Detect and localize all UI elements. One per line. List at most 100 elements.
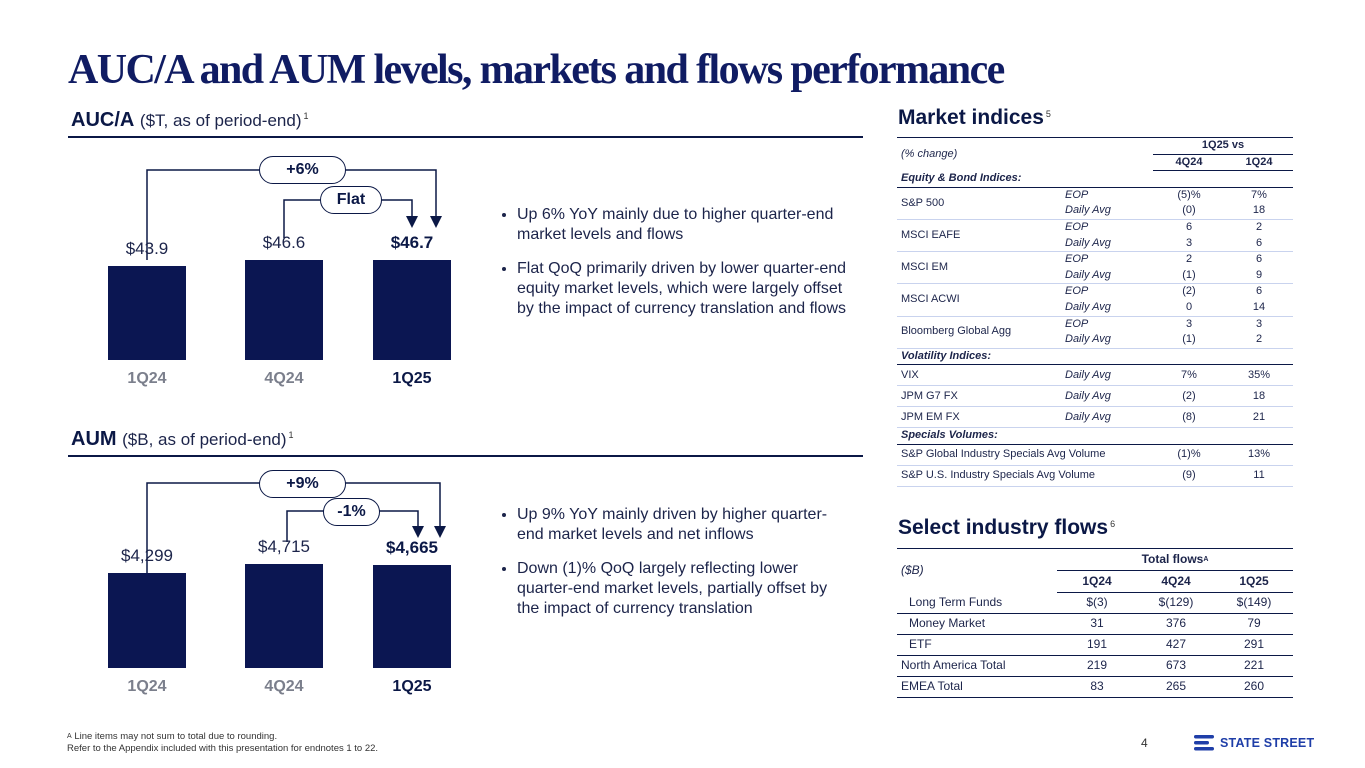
market-measure: Daily Avg: [1065, 389, 1111, 402]
market-value-vs-1q24: 11: [1253, 469, 1265, 482]
auca-bullets: Up 6% YoY mainly due to higher quarter-e…: [497, 205, 847, 333]
auca-endnote: 1: [303, 111, 309, 121]
market-measure: Daily Avg: [1065, 204, 1111, 217]
aum-bullet-1: Up 9% YoY mainly driven by higher quarte…: [517, 505, 847, 545]
market-row: S&P 500 EOP (5)% 7%: [897, 187, 1293, 209]
market-value-vs-1q24: 6: [1255, 253, 1263, 266]
auca-rule: [68, 136, 863, 138]
market-measure: EOP: [1065, 285, 1089, 298]
market-row: Bloomberg Global Agg EOP 3 3: [897, 316, 1293, 338]
market-value-vs-1q24: 21: [1252, 410, 1266, 423]
market-measure: Daily Avg: [1065, 333, 1111, 346]
aum-value-4q24: $4,715: [258, 537, 310, 556]
flows-heading-label: Select industry flows: [898, 516, 1109, 539]
flows-value-1q24: 219: [1086, 658, 1108, 673]
state-street-mark-icon: [1194, 735, 1214, 751]
auca-bar-4q24: [245, 260, 323, 360]
auca-unit: ($T, as of period-end): [139, 111, 302, 130]
aum-unit: ($B, as of period-end): [122, 430, 287, 449]
market-header-row: (% change) 1Q25 vs: [897, 137, 1293, 160]
market-col-2: 1Q24: [1225, 153, 1293, 172]
auca-xlabel-4q24: 4Q24: [264, 370, 304, 387]
auca-connectors: [146, 169, 442, 260]
market-index-name: MSCI EM: [901, 260, 949, 273]
flows-endnote: 6: [1110, 519, 1116, 529]
aum-qoq-pill: -1%: [323, 498, 380, 526]
auca-value-1q25: $46.7: [390, 233, 434, 252]
market-measure: EOP: [1065, 317, 1089, 330]
market-value-vs-1q24: 6: [1255, 236, 1263, 249]
market-value-vs-1q24: 9: [1255, 268, 1263, 281]
market-value-vs-4q24: 3: [1185, 236, 1193, 249]
market-value-vs-1q24: 2: [1255, 333, 1263, 346]
flows-row-label: Long Term Funds: [909, 594, 1003, 609]
market-value-vs-4q24: 6: [1185, 220, 1193, 233]
flows-row-label: Money Market: [909, 616, 986, 631]
market-value-vs-4q24: (9): [1182, 469, 1196, 482]
flows-value-1q25: 291: [1243, 637, 1265, 652]
aum-yoy-pill: +9%: [259, 470, 346, 498]
market-measure: Daily Avg: [1065, 368, 1111, 381]
industry-flows-table: ($B) Total flowsA 1Q24 4Q24 1Q25 Long Term Fu…: [897, 548, 1293, 698]
flows-value-1q25: 79: [1247, 616, 1261, 631]
market-value-vs-1q24: 2: [1255, 220, 1263, 233]
flows-value-4q24: 376: [1165, 616, 1187, 631]
footnote-rounding-text: Line items may not sum to total due to r…: [74, 731, 278, 742]
flows-row: ETF 191 427 291: [897, 635, 1293, 656]
market-value-vs-4q24: 0: [1185, 300, 1193, 313]
market-section-label: Specials Volumes:: [897, 427, 1293, 445]
market-index-name: S&P Global Industry Specials Avg Volume: [901, 448, 1106, 461]
market-index-name: S&P U.S. Industry Specials Avg Volume: [901, 469, 1096, 482]
market-row: S&P U.S. Industry Specials Avg Volume (9)…: [897, 465, 1293, 487]
market-measure: EOP: [1065, 188, 1089, 201]
flows-row-label: ETF: [909, 637, 932, 652]
market-row: MSCI ACWI EOP (2) 6: [897, 284, 1293, 305]
market-value-vs-1q24: 3: [1255, 317, 1263, 330]
page-number: 4: [1141, 736, 1148, 750]
market-subheader-row: 4Q24 1Q24: [897, 153, 1293, 172]
market-value-vs-4q24: (1): [1182, 268, 1196, 281]
market-value-vs-4q24: (5)%: [1177, 188, 1201, 201]
auca-bar-1q24: [108, 265, 186, 360]
market-measure: Daily Avg: [1065, 236, 1111, 249]
flows-value-4q24: 427: [1165, 637, 1187, 652]
flows-value-1q24: 31: [1090, 616, 1104, 631]
market-group-header: 1Q25 vs: [1201, 139, 1245, 151]
market-measure: EOP: [1065, 220, 1089, 233]
aum-rule: [68, 455, 863, 457]
aum-value-1q25: $4,665: [386, 538, 438, 558]
flows-col-4q24: 4Q24: [1137, 570, 1215, 593]
market-value-vs-4q24: (0): [1182, 204, 1196, 217]
market-row: Daily Avg (1) 2: [897, 332, 1293, 349]
auca-bar-1q25: [373, 260, 451, 360]
market-value-vs-4q24: (1): [1182, 333, 1196, 346]
market-value-vs-1q24: 18: [1252, 204, 1266, 217]
market-indices-table: (% change) 1Q25 vs 4Q24 1Q24 Equity & Bond I…: [897, 137, 1293, 487]
flows-value-1q24: 83: [1090, 679, 1104, 694]
flows-row: Money Market 31 376 79: [897, 614, 1293, 635]
market-value-vs-4q24: (8): [1182, 410, 1196, 423]
market-value-vs-4q24: 3: [1185, 317, 1193, 330]
market-row: MSCI EAFE EOP 6 2: [897, 219, 1293, 241]
auca-xlabel-1q24: 1Q24: [127, 370, 167, 387]
flows-group-header-text: Total flows: [1141, 551, 1204, 566]
auca-heading-label: AUC/A: [71, 109, 135, 131]
flows-value-4q24: 265: [1165, 679, 1187, 694]
market-index-name: MSCI ACWI: [901, 293, 960, 306]
flows-group-header: Total flowsA: [1057, 548, 1293, 571]
market-value-vs-1q24: 6: [1255, 285, 1263, 298]
footnote-appendix: Refer to the Appendix included with this…: [67, 743, 379, 754]
state-street-logo: STATE STREET: [1194, 734, 1314, 752]
auca-bullet-1: Up 6% YoY mainly due to higher quarter-e…: [517, 205, 847, 245]
aum-bar-4q24: [245, 564, 323, 668]
aum-endnote: 1: [288, 430, 294, 440]
auca-xlabel-1q25: 1Q25: [392, 370, 432, 387]
flows-value-1q24: 191: [1086, 637, 1108, 652]
market-value-vs-1q24: 14: [1252, 300, 1266, 313]
flows-unit-label: ($B): [897, 548, 1057, 593]
flows-row: Long Term Funds $(3) $(129) $(149): [897, 593, 1293, 614]
market-index-name: S&P 500: [901, 196, 945, 209]
market-row: S&P Global Industry Specials Avg Volume (…: [897, 444, 1293, 466]
market-row: JPM EM FX Daily Avg (8) 21: [897, 407, 1293, 428]
market-index-name: JPM G7 FX: [901, 389, 958, 402]
